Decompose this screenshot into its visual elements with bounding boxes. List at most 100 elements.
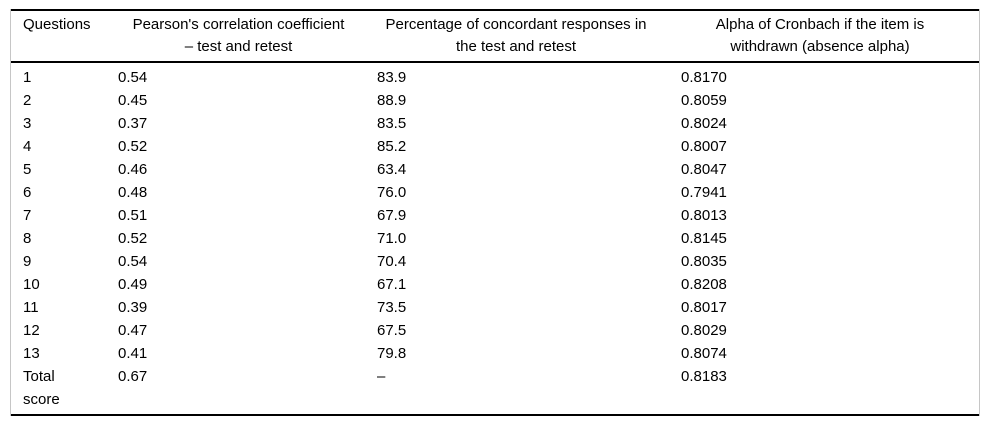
cell-concordant: 79.8 xyxy=(377,345,407,362)
cell-alpha: 0.8029 xyxy=(681,322,727,339)
cell-pearson: 0.52 xyxy=(118,138,148,155)
cell-pearson: 0.49 xyxy=(118,276,148,293)
cell-alpha: 0.8145 xyxy=(681,230,727,247)
cell-question: 8 xyxy=(11,227,106,250)
column-header-pearson: Pearson's correlation coefficient – test… xyxy=(106,9,371,63)
table-row: 10 0.49 67.1 0.8208 xyxy=(11,273,979,296)
cell-alpha: 0.7941 xyxy=(681,184,727,201)
cell-concordant: 67.1 xyxy=(377,276,407,293)
column-header-questions: Questions xyxy=(11,9,106,63)
header-line: withdrawn (absence alpha) xyxy=(730,37,910,55)
cell-question: Total score xyxy=(11,365,106,416)
table-row: 5 0.46 63.4 0.8047 xyxy=(11,158,979,181)
cell-alpha: 0.8007 xyxy=(681,138,727,155)
header-line: Questions xyxy=(23,16,91,33)
cell-concordant: 85.2 xyxy=(377,138,407,155)
header-row: Questions Pearson's correlation coeffici… xyxy=(11,9,979,63)
question-label: 3 xyxy=(23,115,32,132)
question-label: 12 xyxy=(23,322,40,339)
cell-question: 12 xyxy=(11,319,106,342)
cell-alpha: 0.8047 xyxy=(681,161,727,178)
cell-pearson: 0.45 xyxy=(118,92,148,109)
cell-pearson: 0.51 xyxy=(118,207,148,224)
cell-question: 13 xyxy=(11,342,106,365)
header-line: Percentage of concordant responses in xyxy=(385,16,647,33)
cell-question: 7 xyxy=(11,204,106,227)
header-line: the test and retest xyxy=(455,37,577,55)
cell-question: 1 xyxy=(11,62,106,89)
cell-question: 3 xyxy=(11,112,106,135)
cell-pearson: 0.52 xyxy=(118,230,148,247)
cell-alpha: 0.8017 xyxy=(681,299,727,316)
cell-pearson: 0.54 xyxy=(118,253,148,270)
cell-question: 6 xyxy=(11,181,106,204)
cell-concordant: – xyxy=(371,365,661,416)
reliability-table: Questions Pearson's correlation coeffici… xyxy=(11,9,979,416)
cell-concordant: 83.9 xyxy=(377,69,407,86)
cell-pearson: 0.67 xyxy=(106,365,371,416)
cell-question: 4 xyxy=(11,135,106,158)
column-header-concordant: Percentage of concordant responses in th… xyxy=(371,9,661,63)
question-label: 10 xyxy=(23,276,40,293)
cell-concordant: 71.0 xyxy=(377,230,407,247)
cell-concordant: 76.0 xyxy=(377,184,407,201)
cell-pearson: 0.39 xyxy=(118,299,148,316)
question-label: 13 xyxy=(23,345,40,362)
cell-question: 9 xyxy=(11,250,106,273)
cell-alpha: 0.8183 xyxy=(661,365,979,416)
table-row: 12 0.47 67.5 0.8029 xyxy=(11,319,979,342)
cell-concordant: 67.9 xyxy=(377,207,407,224)
cell-question: 5 xyxy=(11,158,106,181)
cell-pearson: 0.37 xyxy=(118,115,148,132)
reliability-table-container: Questions Pearson's correlation coeffici… xyxy=(10,9,980,416)
cell-question: 2 xyxy=(11,89,106,112)
question-label: 2 xyxy=(23,92,32,109)
header-line: Alpha of Cronbach if the item is xyxy=(715,16,925,33)
question-label: 5 xyxy=(23,161,32,178)
table-row: 3 0.37 83.5 0.8024 xyxy=(11,112,979,135)
cell-pearson: 0.54 xyxy=(118,69,148,86)
header-line: – test and retest xyxy=(184,37,293,55)
cell-question: 10 xyxy=(11,273,106,296)
header-line: Pearson's correlation coefficient xyxy=(132,16,345,33)
question-label: 1 xyxy=(23,69,32,86)
question-label: 11 xyxy=(23,299,39,316)
table-row: 2 0.45 88.9 0.8059 xyxy=(11,89,979,112)
table-row: 13 0.41 79.8 0.8074 xyxy=(11,342,979,365)
cell-alpha: 0.8074 xyxy=(681,345,727,362)
column-header-alpha: Alpha of Cronbach if the item is withdra… xyxy=(661,9,979,63)
cell-concordant: 70.4 xyxy=(377,253,407,270)
table-header: Questions Pearson's correlation coeffici… xyxy=(11,9,979,63)
cell-pearson: 0.46 xyxy=(118,161,148,178)
table-row: 9 0.54 70.4 0.8035 xyxy=(11,250,979,273)
cell-pearson: 0.41 xyxy=(118,345,148,362)
cell-alpha: 0.8035 xyxy=(681,253,727,270)
cell-concordant: 83.5 xyxy=(377,115,407,132)
question-label: 8 xyxy=(23,230,32,247)
table-row: 4 0.52 85.2 0.8007 xyxy=(11,135,979,158)
cell-alpha: 0.8024 xyxy=(681,115,727,132)
table-body: 1 0.54 83.9 0.8170 2 0.45 88.9 0.8059 3 … xyxy=(11,62,979,416)
question-label: 9 xyxy=(23,253,32,270)
cell-alpha: 0.8208 xyxy=(681,276,727,293)
cell-concordant: 63.4 xyxy=(377,161,407,178)
table-row: 7 0.51 67.9 0.8013 xyxy=(11,204,979,227)
question-label: Total score xyxy=(23,368,60,408)
question-label: 6 xyxy=(23,184,32,201)
table-row: 8 0.52 71.0 0.8145 xyxy=(11,227,979,250)
cell-pearson: 0.47 xyxy=(118,322,148,339)
table-row: 11 0.39 73.5 0.8017 xyxy=(11,296,979,319)
cell-alpha: 0.8059 xyxy=(681,92,727,109)
table-row: 6 0.48 76.0 0.7941 xyxy=(11,181,979,204)
table-row: 1 0.54 83.9 0.8170 xyxy=(11,62,979,89)
question-label: 7 xyxy=(23,207,32,224)
question-label: 4 xyxy=(23,138,32,155)
cell-concordant: 88.9 xyxy=(377,92,407,109)
cell-concordant: 73.5 xyxy=(377,299,407,316)
cell-alpha: 0.8013 xyxy=(681,207,727,224)
table-row-total: Total score 0.67 – 0.8183 xyxy=(11,365,979,416)
cell-alpha: 0.8170 xyxy=(681,69,727,86)
cell-pearson: 0.48 xyxy=(118,184,148,201)
cell-concordant: 67.5 xyxy=(377,322,407,339)
cell-question: 11 xyxy=(11,296,106,319)
